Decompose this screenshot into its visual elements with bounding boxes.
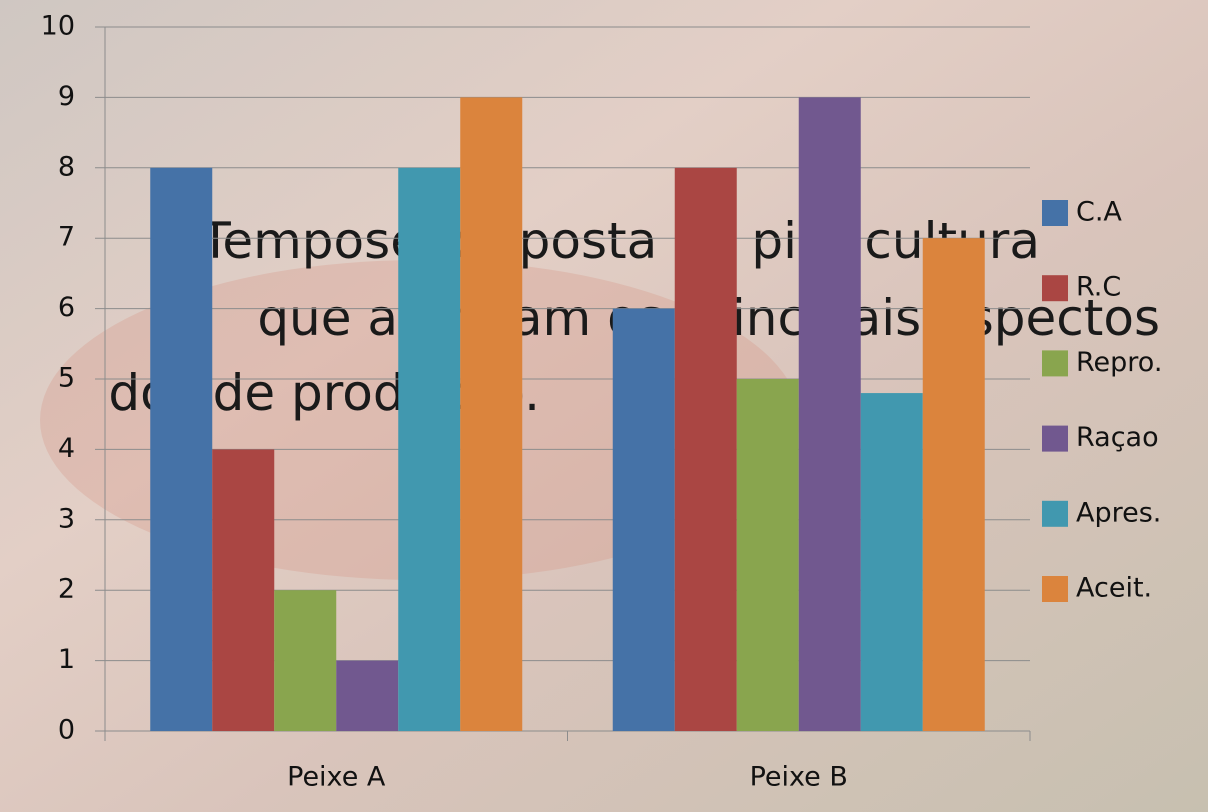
x-tick-label: Peixe A bbox=[287, 762, 386, 793]
bar bbox=[923, 238, 985, 731]
legend-swatch bbox=[1042, 200, 1068, 226]
bar bbox=[150, 168, 212, 731]
y-tick-label: 0 bbox=[58, 715, 75, 746]
y-tick-label: 7 bbox=[58, 222, 75, 253]
y-tick-label: 6 bbox=[58, 292, 75, 323]
y-tick-label: 1 bbox=[58, 644, 75, 675]
legend-label: Raçao bbox=[1076, 422, 1159, 453]
bar bbox=[737, 379, 799, 731]
legend-label: Aceit. bbox=[1076, 573, 1152, 604]
legend-swatch bbox=[1042, 501, 1068, 527]
y-tick-label: 9 bbox=[58, 81, 75, 112]
bar bbox=[613, 309, 675, 731]
legend-swatch bbox=[1042, 275, 1068, 301]
bar bbox=[274, 590, 336, 731]
legend-swatch bbox=[1042, 426, 1068, 452]
bar bbox=[212, 449, 274, 731]
page: Tempose proposta na piscicultura que ate… bbox=[0, 0, 1208, 812]
x-tick-label: Peixe B bbox=[750, 762, 848, 793]
bar bbox=[675, 168, 737, 731]
bar bbox=[460, 97, 522, 731]
bar bbox=[861, 393, 923, 731]
legend-label: R.C bbox=[1076, 272, 1121, 303]
bar bbox=[799, 97, 861, 731]
y-tick-label: 8 bbox=[58, 151, 75, 182]
slide-text: Tempose proposta na piscicultura bbox=[199, 212, 1040, 270]
chart: Tempose proposta na piscicultura que ate… bbox=[0, 0, 1208, 812]
legend-swatch bbox=[1042, 576, 1068, 602]
y-tick-label: 10 bbox=[41, 11, 75, 42]
bar bbox=[398, 168, 460, 731]
bar bbox=[336, 661, 398, 731]
legend-swatch bbox=[1042, 350, 1068, 376]
y-tick-label: 4 bbox=[58, 433, 75, 464]
legend-label: C.A bbox=[1076, 197, 1122, 228]
legend-label: Apres. bbox=[1076, 497, 1161, 528]
y-tick-label: 3 bbox=[58, 503, 75, 534]
y-tick-label: 5 bbox=[58, 363, 75, 394]
legend-label: Repro. bbox=[1076, 347, 1162, 378]
y-tick-label: 2 bbox=[58, 574, 75, 605]
